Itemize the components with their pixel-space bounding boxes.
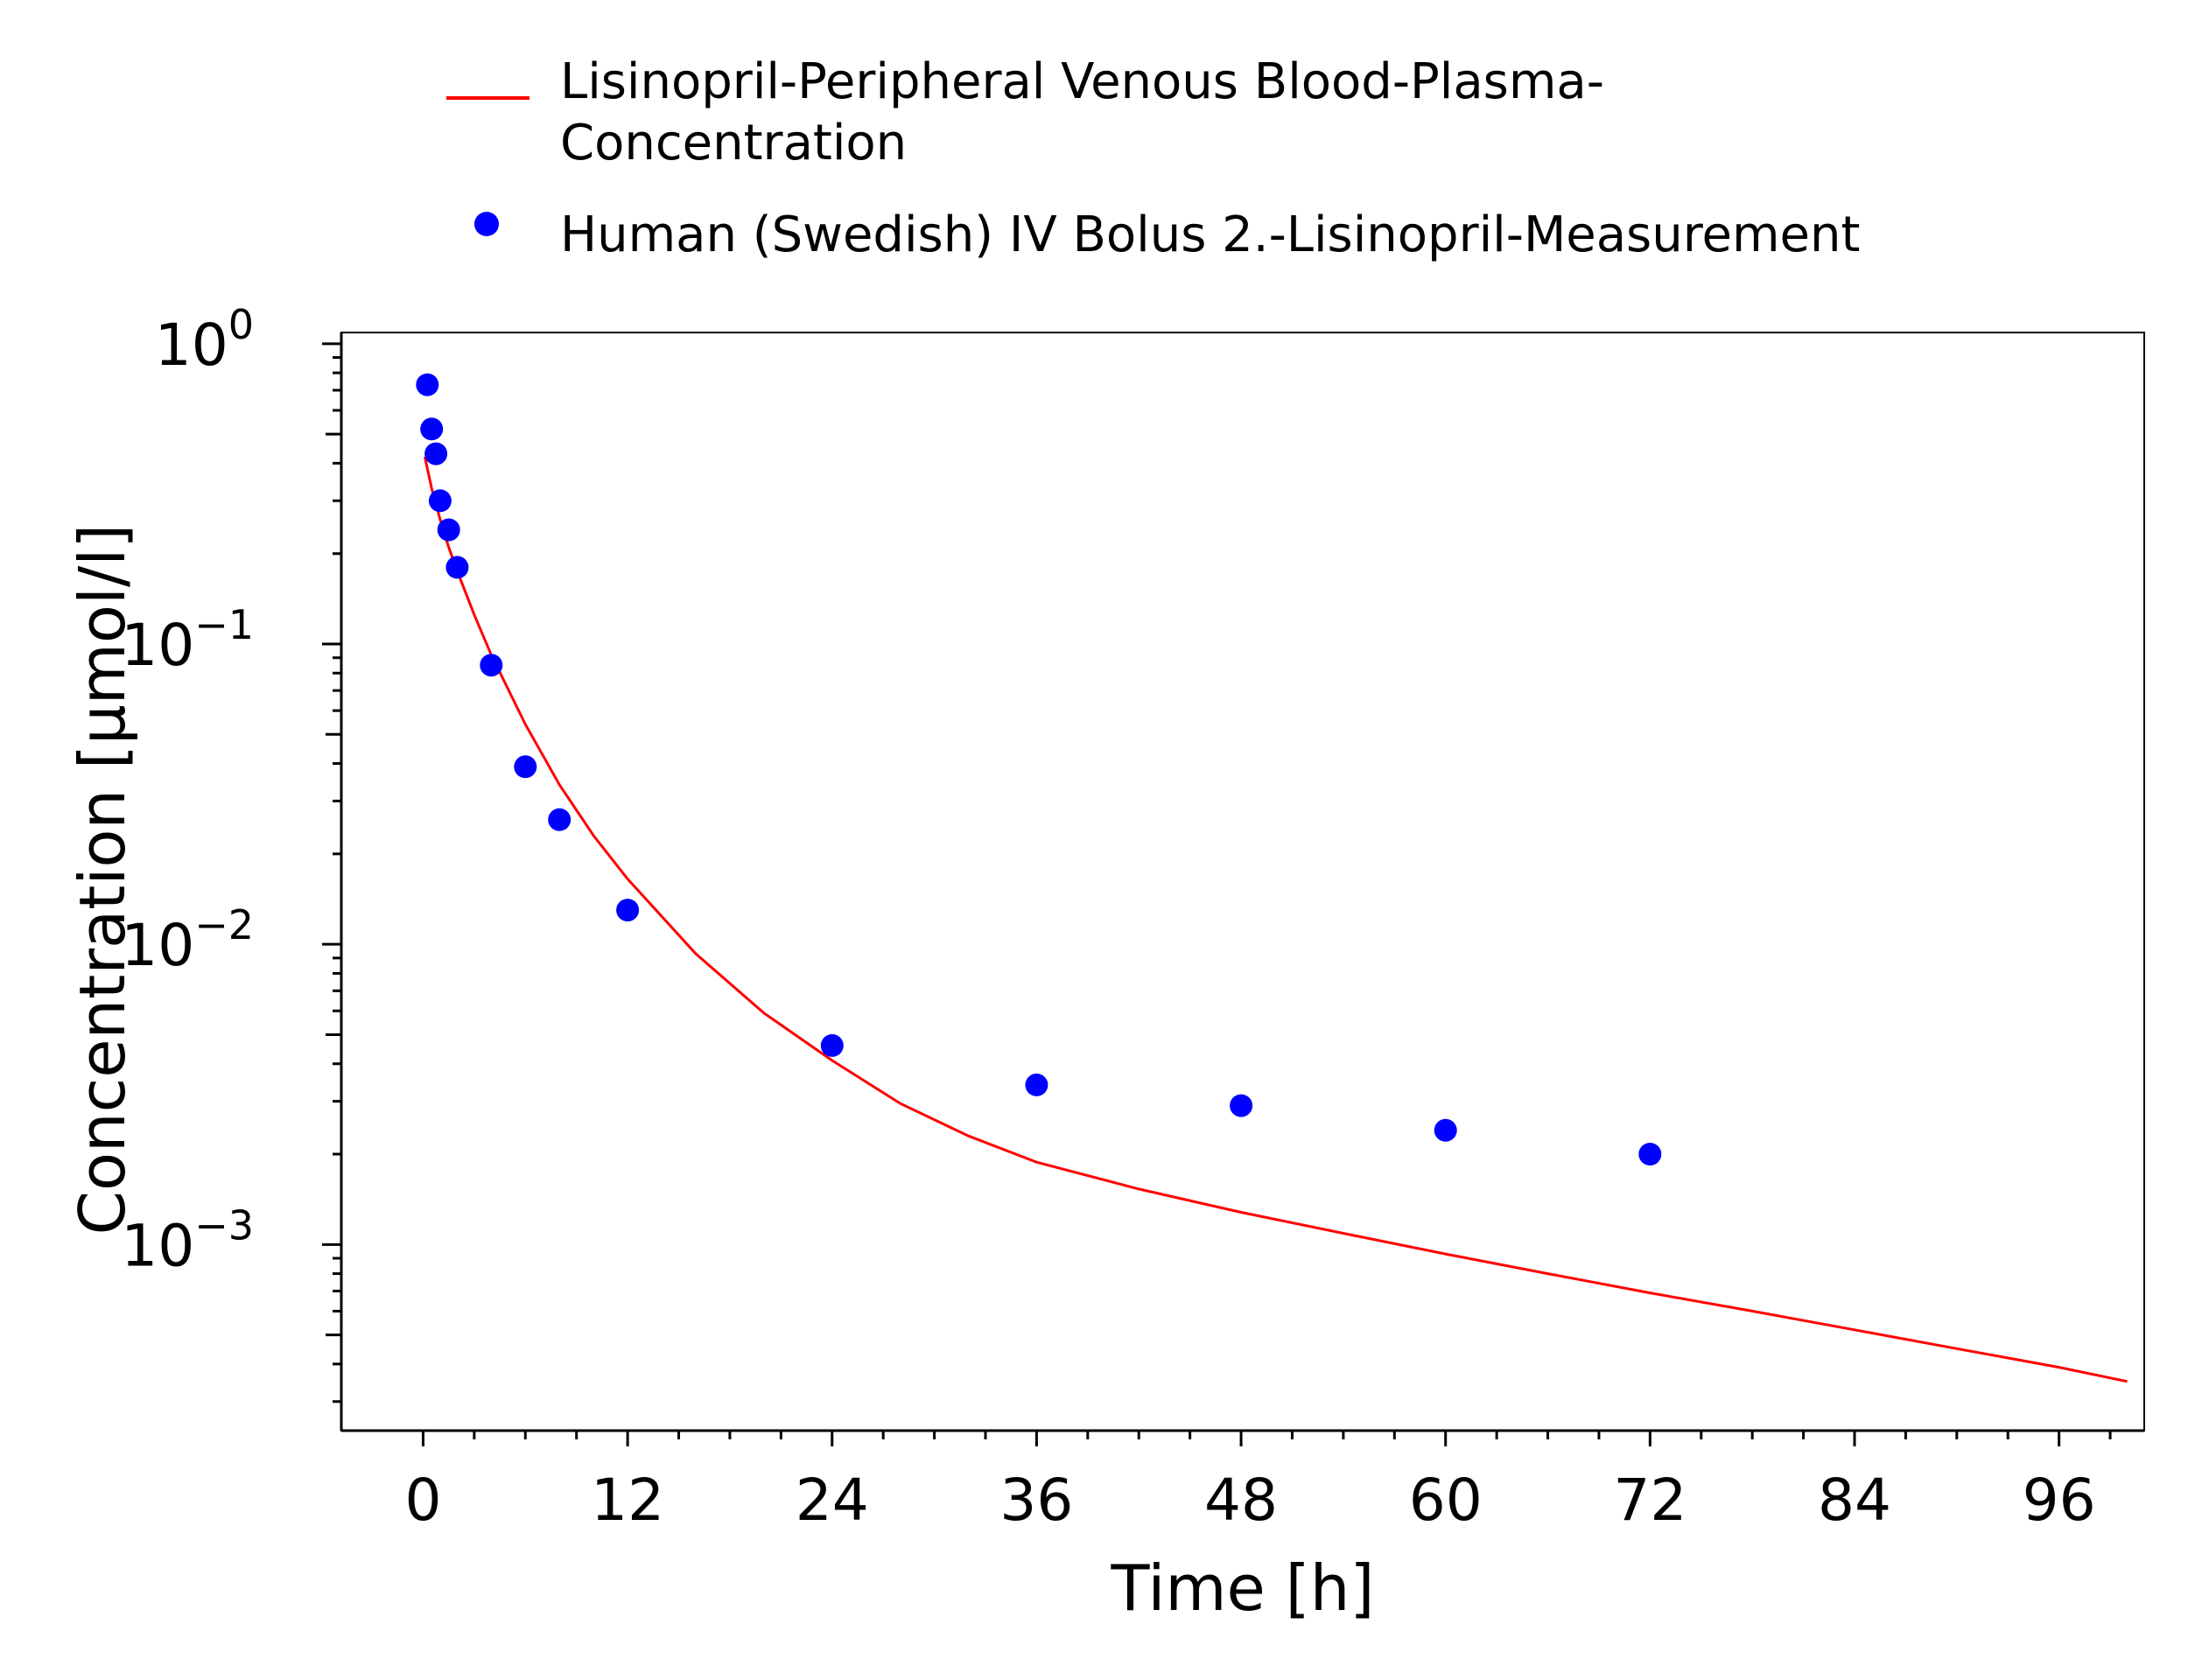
y-tick-labels: 100 10−1 10−2 10−3 [121,301,254,1279]
legend-marker-label: Human (Swedish) IV Bolus 2.-Lisinopril-M… [560,206,1860,263]
x-tick-label: 84 [1818,1466,1891,1534]
measurement-point [416,373,439,396]
measurement-point [1638,1143,1662,1166]
y-tick-label: 10−3 [121,1201,254,1279]
measurement-point [548,808,572,831]
x-tick-label: 36 [999,1466,1073,1534]
y-axis-title: Concentration [µmol/l] [66,524,139,1236]
y-tick-label: 10−1 [121,601,254,679]
measurement-point [445,556,469,579]
x-tick-label: 60 [1409,1466,1483,1534]
x-tick-label: 12 [591,1466,664,1534]
measurement-point [1230,1094,1253,1117]
x-tick-label: 48 [1204,1466,1278,1534]
measurement-point [1434,1118,1457,1142]
legend-line-label-cont: Concentration [560,115,907,172]
x-tick-labels: 0 12 24 36 48 60 72 84 96 [404,1466,2095,1534]
measurement-point [820,1033,844,1057]
legend-line-label: Lisinopril-Peripheral Venous Blood-Plasm… [560,53,1604,110]
x-tick-label: 0 [404,1466,441,1534]
measurement-point [424,442,448,466]
x-axis-ticks [421,1431,2112,1446]
measurement-point [420,417,444,441]
x-tick-label: 72 [1613,1466,1687,1534]
measurement-point [616,899,640,922]
measurement-point [428,489,452,513]
series-line-group [423,456,2128,1383]
measurement-point [480,654,503,677]
y-axis-ticks [322,342,341,1404]
measurement-point [437,518,460,542]
measurement-point [1025,1073,1048,1096]
x-tick-label: 24 [796,1466,869,1534]
simulation-line [423,456,2128,1383]
series-points-group [416,373,1662,1166]
x-tick-label: 96 [2023,1466,2096,1534]
plot-frame [340,332,2145,1432]
y-tick-label: 100 [155,301,254,379]
x-axis-title: Time [h] [1111,1551,1375,1625]
legend-marker-swatch [474,212,499,236]
legend: Lisinopril-Peripheral Venous Blood-Plasm… [446,53,1860,263]
y-tick-label: 10−2 [121,901,254,979]
measurement-point [514,755,537,779]
